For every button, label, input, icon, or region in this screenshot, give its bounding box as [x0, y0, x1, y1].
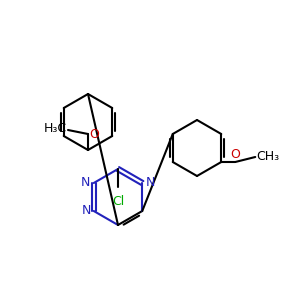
- Text: H₃C: H₃C: [44, 122, 67, 136]
- Text: O: O: [230, 148, 240, 161]
- Text: N: N: [81, 176, 90, 190]
- Text: N: N: [146, 176, 155, 190]
- Text: CH₃: CH₃: [256, 149, 279, 163]
- Text: O: O: [89, 128, 99, 140]
- Text: Cl: Cl: [112, 195, 124, 208]
- Text: N: N: [82, 205, 92, 218]
